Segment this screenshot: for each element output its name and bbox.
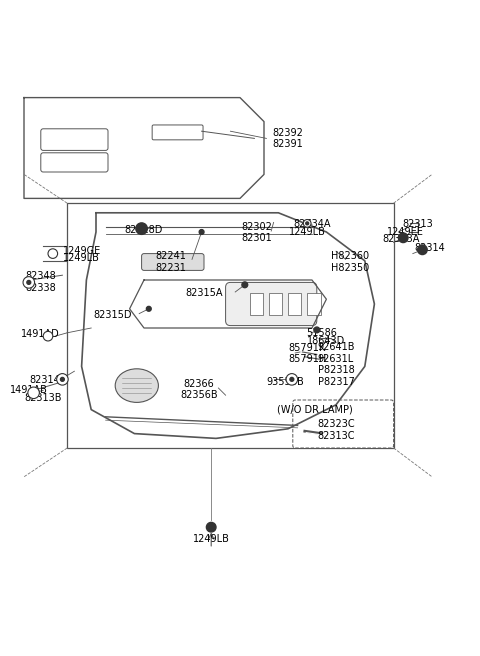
Circle shape — [28, 387, 39, 399]
Text: 82314: 82314 — [414, 243, 445, 253]
Text: 51586: 51586 — [306, 328, 337, 338]
FancyBboxPatch shape — [226, 282, 317, 325]
Text: 82392
82391: 82392 82391 — [273, 128, 303, 149]
Text: 82366
82356B: 82366 82356B — [180, 379, 218, 400]
Text: 82313A: 82313A — [382, 234, 420, 244]
FancyBboxPatch shape — [142, 254, 204, 270]
Text: 93555B: 93555B — [267, 377, 304, 387]
Text: 1491AB: 1491AB — [10, 385, 48, 396]
Text: 1491AD: 1491AD — [22, 329, 60, 338]
Text: 82734A: 82734A — [293, 219, 331, 230]
FancyBboxPatch shape — [41, 153, 108, 172]
Text: 82315D: 82315D — [94, 310, 132, 319]
Text: 82314B: 82314B — [29, 375, 67, 385]
Text: (W/O DR LAMP): (W/O DR LAMP) — [276, 405, 352, 415]
Bar — [67, 203, 394, 448]
Bar — [269, 293, 282, 315]
Circle shape — [306, 222, 309, 225]
Circle shape — [398, 233, 408, 243]
Text: H82360
H82350: H82360 H82350 — [331, 251, 370, 272]
Text: 85791K
85791H: 85791K 85791H — [288, 342, 326, 364]
Circle shape — [146, 306, 151, 311]
Bar — [307, 293, 321, 315]
Circle shape — [43, 331, 53, 341]
Text: 1249LB: 1249LB — [193, 534, 229, 544]
Circle shape — [206, 522, 216, 532]
Text: 82348
82338: 82348 82338 — [25, 271, 56, 293]
Circle shape — [23, 277, 35, 288]
Circle shape — [136, 223, 147, 234]
FancyBboxPatch shape — [293, 400, 394, 448]
Circle shape — [57, 374, 68, 385]
Circle shape — [286, 374, 298, 385]
Text: 82323C
82313C: 82323C 82313C — [317, 419, 355, 441]
FancyBboxPatch shape — [41, 129, 108, 150]
Text: 82313B: 82313B — [24, 393, 62, 403]
Bar — [250, 293, 263, 315]
Text: 82318D: 82318D — [125, 224, 163, 235]
Text: 82302
82301: 82302 82301 — [241, 222, 272, 243]
Ellipse shape — [115, 369, 158, 402]
Circle shape — [314, 327, 320, 333]
Text: 82241
82231: 82241 82231 — [155, 251, 186, 272]
Text: 1249GE: 1249GE — [62, 246, 101, 256]
Bar — [288, 293, 301, 315]
Circle shape — [303, 220, 311, 227]
Text: 92641B
92631L
P82318
P82317: 92641B 92631L P82318 P82317 — [317, 342, 355, 387]
FancyBboxPatch shape — [152, 125, 203, 140]
Text: 18643D: 18643D — [307, 336, 346, 346]
Circle shape — [290, 377, 294, 381]
Text: 1249LB: 1249LB — [289, 227, 325, 237]
Text: 1249EE: 1249EE — [387, 227, 424, 237]
Text: 1249LB: 1249LB — [63, 253, 100, 264]
Circle shape — [242, 282, 248, 288]
Circle shape — [48, 249, 58, 258]
Circle shape — [199, 230, 204, 234]
Circle shape — [27, 281, 31, 284]
Circle shape — [418, 245, 427, 255]
Text: 82313: 82313 — [402, 219, 433, 230]
Text: 82315A: 82315A — [185, 289, 223, 298]
Circle shape — [60, 377, 64, 381]
